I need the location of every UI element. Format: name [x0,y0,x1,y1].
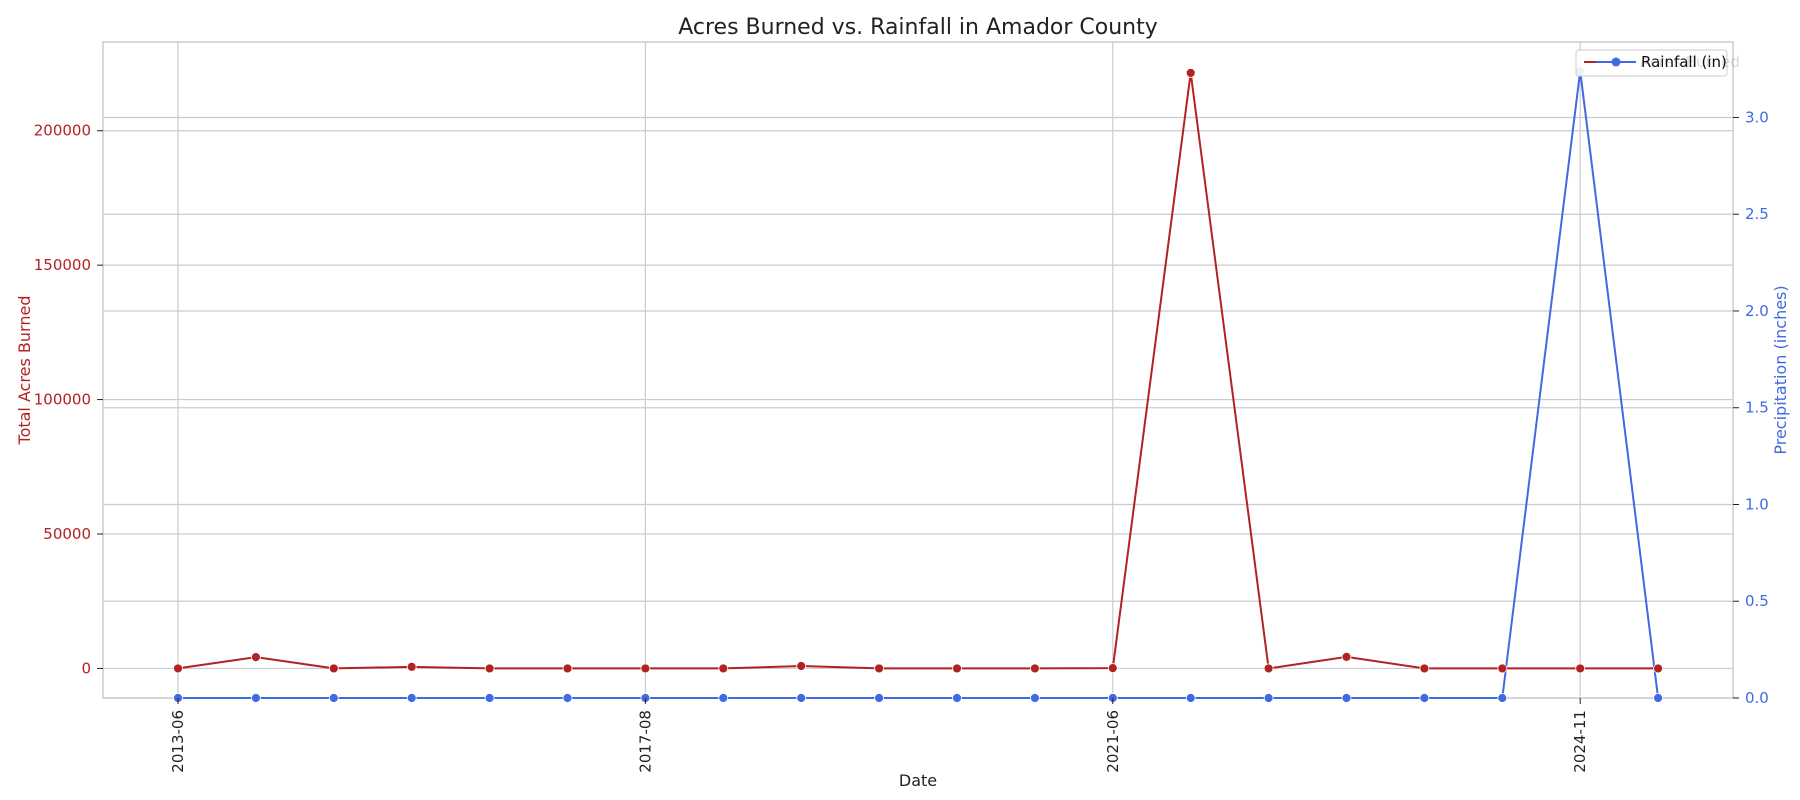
point-rainfall-8 [796,693,807,703]
point-acres-3 [406,661,417,672]
point-rainfall-13 [1185,693,1196,703]
grid [103,42,1733,699]
tick-layer: 0 50000 100000 150000 200000 0.0 0.5 1.0 1.5 2.0 2… [34,108,1769,772]
point-rainfall-5 [562,693,573,703]
point-acres-5 [562,663,573,674]
point-acres-8 [796,661,807,671]
x-tick-label: 2017-08 [636,710,654,773]
point-acres-17 [1497,663,1508,674]
plot-frame [102,41,1734,699]
right-tick-label: 0.5 [1745,592,1769,610]
point-rainfall-14 [1263,693,1274,703]
legend-label-acres: Acres Burned [1640,53,1740,71]
right-tick-label: 0.0 [1745,689,1769,707]
x-tick-label: 2024-11 [1571,710,1589,773]
point-acres-6 [640,663,651,674]
point-acres-12 [1107,663,1118,674]
point-acres-19 [1653,663,1663,674]
right-tick-label: 2.5 [1745,205,1769,223]
x-tick-label: 2013-06 [169,710,187,773]
series-line-acres [177,71,1659,670]
point-rainfall-3 [406,693,417,703]
point-acres-4 [484,663,495,674]
left-tick-label: 0 [81,659,91,677]
point-rainfall-19 [1653,693,1663,703]
x-tick-label: 2021-06 [1104,710,1122,773]
right-tick-label: 1.5 [1745,399,1769,417]
point-rainfall-9 [874,693,884,703]
right-tick-label: 1.0 [1745,495,1769,513]
point-acres-15 [1341,651,1352,662]
chart-title: Acres Burned vs. Rainfall in Amador Coun… [678,15,1158,40]
legend: Acres Burned Rainfall (in) [1575,49,1740,77]
left-axis-label: Total Acres Burned [15,296,34,446]
point-acres-9 [874,663,884,674]
series-layer [173,66,1663,703]
point-rainfall-4 [484,693,495,703]
point-acres-10 [952,663,962,674]
left-tick-label: 200000 [34,122,91,140]
point-rainfall-1 [250,693,261,703]
x-axis-label: Date [899,771,937,790]
point-acres-16 [1419,663,1430,674]
point-acres-11 [1030,663,1040,674]
point-rainfall-15 [1341,693,1352,703]
left-tick-label: 150000 [34,256,91,274]
right-axis-label: Precipitation (inches) [1771,285,1790,454]
point-rainfall-10 [952,693,962,703]
right-tick-label: 3.0 [1745,108,1769,126]
series-line-rainfall [178,70,1660,699]
legend-marker-rainfall [1611,57,1621,67]
legend-label-rainfall: Rainfall (in) [1641,53,1727,71]
point-acres-7 [718,663,729,674]
legend-box [1575,49,1728,77]
left-tick-label: 50000 [43,525,91,543]
point-rainfall-2 [328,693,339,703]
point-rainfall-11 [1030,693,1040,703]
point-acres-1 [250,652,261,663]
point-rainfall-7 [718,693,729,703]
point-acres-18 [1575,663,1586,674]
point-rainfall-16 [1419,693,1430,703]
point-acres-2 [328,663,339,674]
point-rainfall-17 [1497,693,1508,703]
point-acres-14 [1263,663,1274,674]
right-tick-label: 2.0 [1745,302,1769,320]
point-acres-13 [1185,68,1196,78]
point-acres-0 [173,663,183,674]
left-tick-label: 100000 [34,391,91,409]
